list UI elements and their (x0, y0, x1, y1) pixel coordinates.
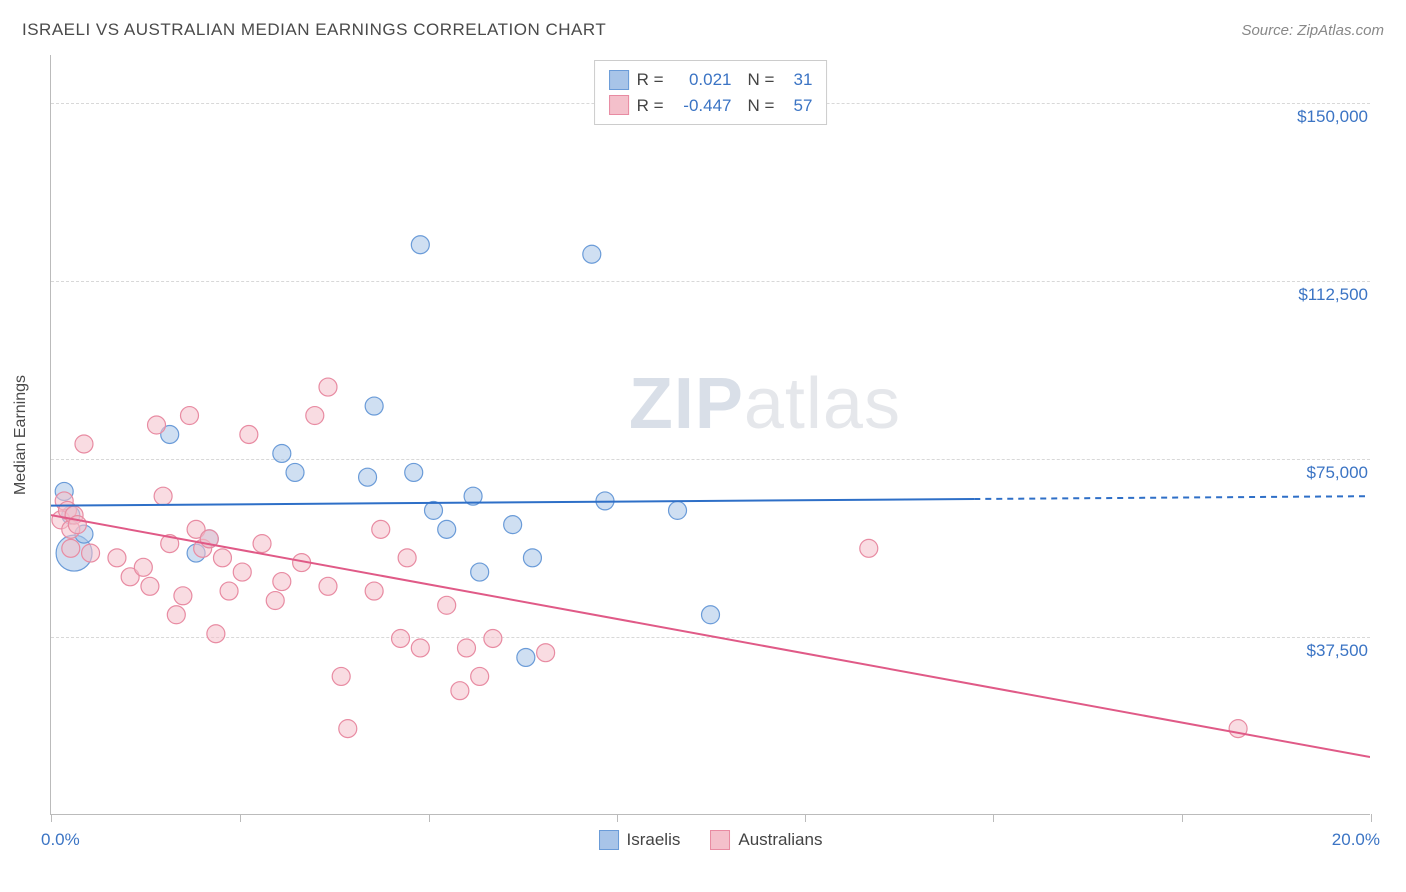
x-tick-label-left: 0.0% (41, 830, 80, 850)
regression-line-israelis (51, 499, 974, 506)
x-tick (1182, 814, 1183, 822)
data-point-israelis (583, 245, 601, 263)
r-prefix: R = (637, 93, 664, 119)
correlation-legend: R = 0.021 N = 31 R = -0.447 N = 57 (594, 60, 828, 125)
x-tick (993, 814, 994, 822)
data-point-israelis (273, 444, 291, 462)
source-label: Source: ZipAtlas.com (1241, 22, 1384, 39)
r-value: 0.021 (672, 67, 732, 93)
title-bar: ISRAELI VS AUSTRALIAN MEDIAN EARNINGS CO… (22, 20, 1384, 40)
data-point-israelis (365, 397, 383, 415)
data-point-australians (62, 539, 80, 557)
legend-item-australians: Australians (710, 830, 822, 850)
data-point-australians (207, 625, 225, 643)
legend-label: Australians (738, 830, 822, 850)
x-tick (429, 814, 430, 822)
data-point-australians (411, 639, 429, 657)
data-point-israelis (411, 236, 429, 254)
chart-svg (51, 55, 1370, 814)
data-point-australians (266, 592, 284, 610)
legend-item-israelis: Israelis (599, 830, 681, 850)
legend-swatch-icon (609, 95, 629, 115)
data-point-australians (154, 487, 172, 505)
x-tick (51, 814, 52, 822)
data-point-australians (75, 435, 93, 453)
data-point-israelis (438, 520, 456, 538)
series-legend: Israelis Australians (599, 830, 823, 850)
y-axis-title: Median Earnings (12, 374, 30, 494)
data-point-australians (240, 426, 258, 444)
data-point-australians (339, 720, 357, 738)
data-point-australians (141, 577, 159, 595)
data-point-israelis (504, 516, 522, 534)
data-point-australians (174, 587, 192, 605)
data-point-australians (108, 549, 126, 567)
corr-legend-row-israelis: R = 0.021 N = 31 (609, 67, 813, 93)
legend-label: Israelis (627, 830, 681, 850)
data-point-australians (365, 582, 383, 600)
data-point-australians (860, 539, 878, 557)
n-value: 57 (782, 93, 812, 119)
data-point-australians (220, 582, 238, 600)
x-tick (1371, 814, 1372, 822)
data-point-australians (213, 549, 231, 567)
data-point-israelis (669, 501, 687, 519)
data-point-australians (332, 667, 350, 685)
data-point-australians (181, 407, 199, 425)
n-value: 31 (782, 67, 812, 93)
corr-legend-row-australians: R = -0.447 N = 57 (609, 93, 813, 119)
y-tick-label: $150,000 (1293, 107, 1372, 127)
data-point-australians (253, 535, 271, 553)
legend-swatch-icon (609, 70, 629, 90)
data-point-israelis (471, 563, 489, 581)
data-point-israelis (702, 606, 720, 624)
data-point-australians (537, 644, 555, 662)
n-prefix: N = (748, 93, 775, 119)
data-point-australians (148, 416, 166, 434)
data-point-australians (167, 606, 185, 624)
data-point-australians (457, 639, 475, 657)
legend-swatch-icon (599, 830, 619, 850)
legend-swatch-icon (710, 830, 730, 850)
x-tick-label-right: 20.0% (1332, 830, 1380, 850)
x-tick (240, 814, 241, 822)
regression-line-australians (51, 515, 1370, 757)
data-point-australians (233, 563, 251, 581)
data-point-australians (372, 520, 390, 538)
chart-title: ISRAELI VS AUSTRALIAN MEDIAN EARNINGS CO… (22, 20, 606, 40)
data-point-australians (306, 407, 324, 425)
data-point-australians (134, 558, 152, 576)
data-point-israelis (523, 549, 541, 567)
y-tick-label: $37,500 (1303, 641, 1372, 661)
data-point-australians (319, 577, 337, 595)
data-point-australians (392, 629, 410, 647)
plot-area: Median Earnings ZIPatlas R =0.021N =31R … (50, 55, 1370, 815)
data-point-australians (451, 682, 469, 700)
data-point-israelis (517, 648, 535, 666)
data-point-australians (471, 667, 489, 685)
r-prefix: R = (637, 67, 664, 93)
x-tick (805, 814, 806, 822)
data-point-israelis (405, 463, 423, 481)
data-point-australians (438, 596, 456, 614)
y-tick-label: $75,000 (1303, 463, 1372, 483)
data-point-israelis (286, 463, 304, 481)
data-point-israelis (359, 468, 377, 486)
r-value: -0.447 (672, 93, 732, 119)
data-point-australians (398, 549, 416, 567)
data-point-israelis (425, 501, 443, 519)
regression-line-dashed-israelis (974, 496, 1370, 499)
data-point-australians (273, 573, 291, 591)
y-tick-label: $112,500 (1294, 285, 1372, 305)
n-prefix: N = (748, 67, 775, 93)
x-tick (617, 814, 618, 822)
data-point-australians (82, 544, 100, 562)
data-point-australians (484, 629, 502, 647)
data-point-australians (319, 378, 337, 396)
